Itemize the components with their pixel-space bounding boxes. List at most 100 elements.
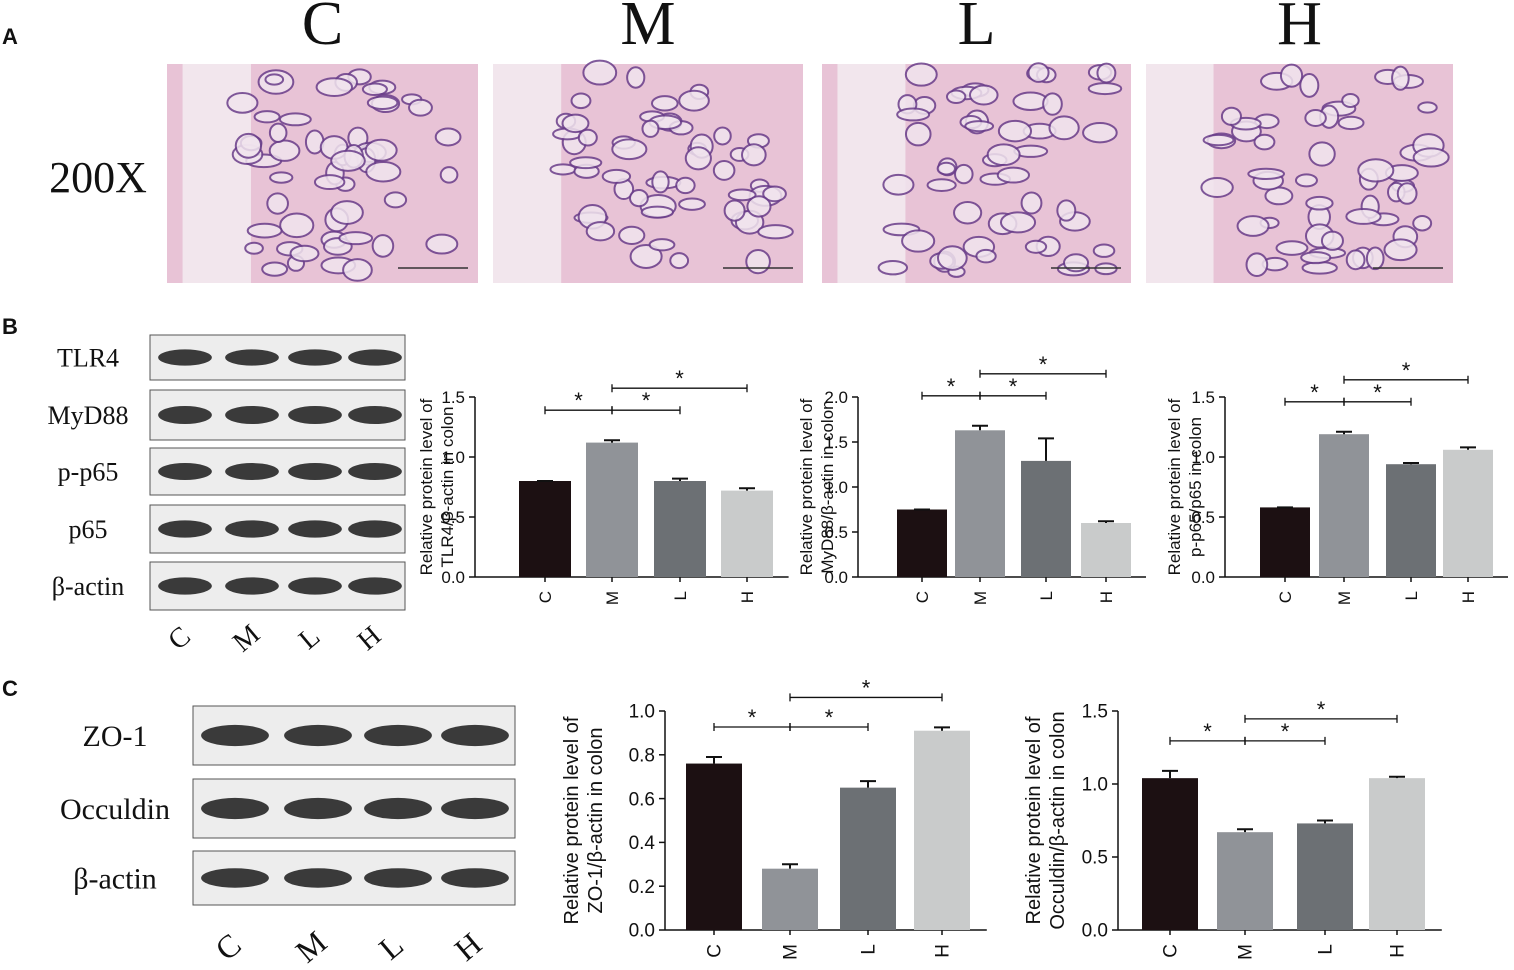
y-tick-label: 0.8	[629, 745, 655, 766]
error-bar	[1389, 775, 1405, 779]
crypt	[601, 168, 632, 184]
crypt	[361, 82, 388, 97]
significance-bracket	[789, 693, 943, 702]
bar	[654, 481, 706, 577]
crypt	[342, 258, 373, 282]
crypt	[1365, 246, 1385, 271]
significance-mark: *	[748, 705, 757, 730]
crypt	[1341, 93, 1360, 108]
bar	[1142, 778, 1198, 930]
blot-band	[284, 797, 352, 820]
y-axis-label: Occuldin/β-actin in colon	[1047, 711, 1069, 929]
crypt	[727, 188, 757, 202]
error-bar	[672, 477, 688, 481]
crypt	[669, 252, 690, 270]
y-tick-label: 0.0	[1191, 568, 1215, 587]
y-tick-label: 0.0	[1082, 921, 1108, 942]
x-tick-label: M	[781, 944, 802, 960]
crypt	[975, 248, 997, 264]
blot-row-label: Occuldin	[60, 793, 170, 826]
crypt	[1337, 115, 1365, 131]
x-tick-label: C	[705, 944, 726, 958]
y-axis-label: Relative protein level of	[1165, 398, 1184, 575]
crypt	[996, 166, 1030, 184]
error-bar	[739, 487, 755, 491]
blot-band	[158, 577, 212, 595]
bar	[519, 481, 571, 577]
lane-label: L	[293, 621, 326, 656]
crypt	[746, 195, 772, 218]
x-tick-label: H	[933, 944, 954, 958]
error-bar	[1162, 769, 1178, 779]
significance-bracket	[979, 369, 1107, 378]
crypt	[1305, 195, 1334, 211]
crypt	[712, 160, 736, 181]
blot-band	[288, 577, 342, 595]
crypt	[648, 238, 676, 252]
crypt	[577, 128, 598, 147]
crypt	[365, 161, 402, 183]
significance-bracket	[1343, 397, 1412, 406]
crypt	[1048, 115, 1080, 141]
crypt	[1308, 141, 1336, 167]
significance-mark: *	[1373, 380, 1382, 405]
crypt	[882, 173, 915, 196]
crypt	[896, 107, 931, 122]
crypt	[1294, 173, 1318, 188]
crypt	[964, 120, 995, 133]
bar	[762, 868, 818, 930]
crypt	[741, 143, 767, 167]
blot-band	[348, 520, 402, 538]
crypt	[1020, 191, 1043, 215]
y-tick-label: 0.5	[824, 523, 848, 542]
blot-row-label: MyD88	[48, 401, 129, 430]
error-bar	[934, 726, 950, 731]
lane-label: L	[372, 927, 410, 967]
crypt	[439, 166, 459, 184]
y-tick-label: 1.5	[824, 433, 848, 452]
crypt	[253, 110, 281, 124]
crypt	[999, 211, 1037, 234]
x-tick-label: L	[859, 944, 880, 955]
blot-band	[288, 520, 342, 538]
crypt	[945, 89, 967, 104]
crypt	[1245, 252, 1269, 278]
blot-band	[225, 406, 279, 424]
y-tick-label: 0.5	[1191, 508, 1215, 527]
bar	[840, 787, 896, 930]
histology-image	[822, 62, 1131, 283]
crypt	[364, 138, 398, 162]
significance-mark: *	[947, 374, 956, 399]
crypt	[1383, 238, 1418, 262]
x-tick-label: L	[671, 591, 690, 600]
y-tick-label: 0.0	[629, 921, 655, 942]
crypt	[1299, 72, 1320, 98]
y-tick-label: 2.0	[824, 388, 848, 407]
y-tick-label: 0.0	[824, 568, 848, 587]
crypt	[762, 185, 787, 203]
blot-band	[158, 520, 212, 538]
bar	[1081, 523, 1131, 577]
crypt	[1024, 239, 1048, 254]
bar	[914, 730, 970, 930]
crypt	[678, 197, 706, 211]
blot-row-label: β-actin	[73, 863, 157, 896]
error-bar	[1336, 430, 1352, 435]
crypt	[1062, 253, 1090, 273]
panel-label: A	[2, 24, 18, 49]
y-axis-label: MyD88/β-actin in colon	[818, 400, 837, 573]
significance-bracket	[789, 722, 869, 731]
crypt	[641, 119, 660, 138]
y-tick-label: 1.0	[629, 702, 655, 723]
crypt	[279, 212, 315, 239]
significance-mark: *	[1402, 358, 1411, 383]
bar	[1217, 832, 1273, 930]
x-tick-label: L	[1402, 591, 1421, 600]
crypt	[1417, 101, 1438, 114]
crypt	[877, 259, 909, 276]
significance-mark: *	[862, 675, 871, 700]
error-bar	[860, 780, 876, 788]
error-bar	[1403, 462, 1419, 465]
blot-band	[364, 724, 432, 747]
lane-label: H	[448, 925, 489, 967]
